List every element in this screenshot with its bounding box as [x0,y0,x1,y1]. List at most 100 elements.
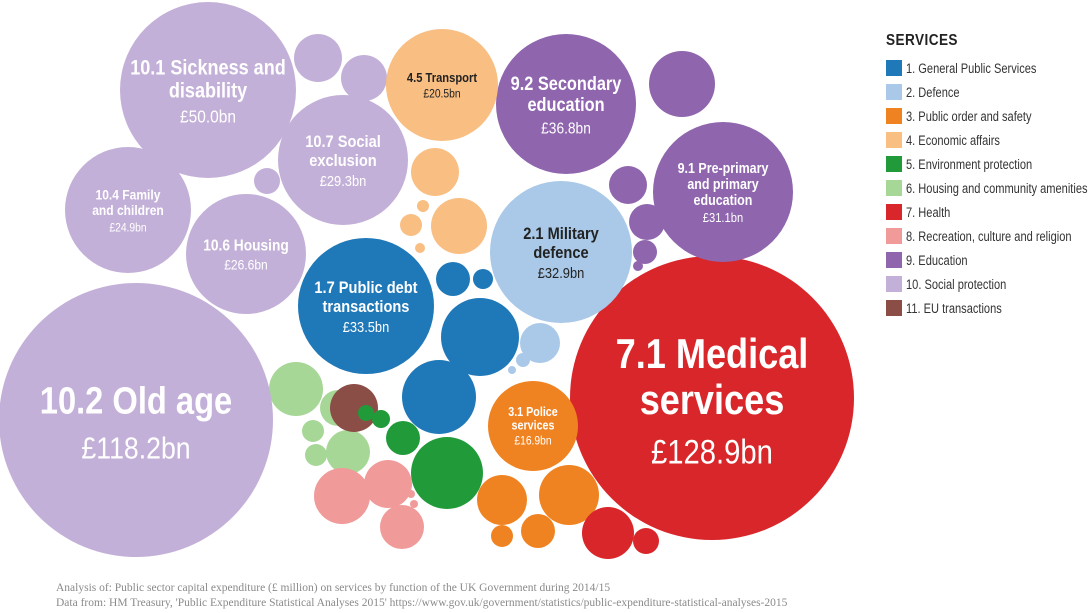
bubble-name-label: 10.2 Old age [40,379,232,422]
bubble [488,381,578,471]
bubble-name-label: exclusion [309,152,376,170]
legend-item: 7. Health [886,200,1086,224]
bubble [269,362,323,416]
bubble [520,323,560,363]
bubble [65,147,191,273]
legend-title: SERVICES [886,32,958,49]
bubble-value-label: £31.1bn [703,210,743,225]
bubble [633,261,643,271]
bubble-name-label: 3.1 Police [508,405,558,419]
legend-item: 1. General Public Services [886,56,1086,80]
legend-label: 6. Housing and community amenities [906,180,1088,196]
legend-swatch [886,156,902,172]
bubble [294,34,342,82]
bubble [0,283,273,557]
legend-item: 6. Housing and community amenities [886,176,1088,200]
bubble-name-label: 9.2 Secondary [511,73,622,94]
source-note-analysis: Analysis of: Public sector capital expen… [56,582,611,594]
legend-item: 10. Social protection [886,272,1086,296]
bubble-name-label: and primary [687,176,759,192]
legend-item: 9. Education [886,248,1086,272]
bubble-name-label: education [527,94,604,115]
bubble [386,421,420,455]
bubble [411,148,459,196]
bubble [649,51,715,117]
legend-item: 4. Economic affairs [886,128,1086,152]
bubble [341,55,387,101]
bubble [582,507,634,559]
legend-swatch [886,132,902,148]
bubble [477,475,527,525]
legend-label: 11. EU transactions [906,300,1002,316]
bubble-name-label: and children [92,202,164,218]
bubble [386,29,498,141]
bubble [431,198,487,254]
bubble [305,444,327,466]
bubble [521,514,555,548]
bubble [407,490,415,498]
legend-label: 4. Economic affairs [906,132,1000,148]
bubble [491,525,513,547]
legend-swatch [886,276,902,292]
bubble [633,240,657,264]
bubble-value-label: £29.3bn [320,172,367,189]
bubble-name-label: disability [169,79,247,103]
bubble-name-label: 10.4 Family [96,187,162,203]
bubble-value-label: £50.0bn [180,106,236,126]
bubble [417,200,429,212]
bubble [186,194,306,314]
bubble-value-label: £36.8bn [541,120,591,138]
bubble-group: 10.2 Old age £118.2bn [0,283,273,557]
bubble [653,122,793,262]
bubble [496,34,636,174]
legend-item: 8. Recreation, culture and religion [886,224,1086,248]
bubble-group: 4.5 Transport £20.5bn [386,29,498,141]
bubble-name-label: services [512,419,555,433]
legend-swatch [886,204,902,220]
bubble [436,262,470,296]
bubble-value-label: £16.9bn [514,435,551,448]
legend-swatch [886,180,902,196]
legend-label: 7. Health [906,204,951,220]
legend-item: 2. Defence [886,80,1086,104]
bubble [326,430,370,474]
bubble [400,214,422,236]
bubble [314,468,370,524]
legend-item: 5. Environment protection [886,152,1086,176]
legend-items: 1. General Public Services 2. Defence 3. P… [886,56,1088,320]
bubble-group: 10.6 Housing £26.6bn [186,194,306,314]
bubble [629,204,665,240]
legend-label: 10. Social protection [906,276,1007,292]
bubble [402,360,476,434]
legend-swatch [886,60,902,76]
legend: SERVICES 1. General Public Services 2. De… [886,32,1088,320]
legend-label: 2. Defence [906,84,960,100]
bubble-name-label: services [640,378,785,424]
source-note-data: Data from: HM Treasury, 'Public Expendit… [56,597,788,609]
legend-swatch [886,84,902,100]
bubble-name-label: 4.5 Transport [407,70,477,85]
bubble [445,344,457,356]
bubble [120,2,296,178]
bubble [441,298,519,376]
bubble [539,465,599,525]
bubble [508,366,516,374]
bubble [358,405,374,421]
bubble-name-label: 1.7 Public debt [314,279,418,297]
bubble-value-label: £32.9bn [538,264,585,281]
bubble-name-label: 9.1 Pre-primary [678,160,769,176]
bubble [254,168,280,194]
bubble [298,238,434,374]
bubble [570,256,854,540]
legend-swatch [886,300,902,316]
bubble [490,181,632,323]
bubble-name-label: 10.7 Social [305,133,381,151]
